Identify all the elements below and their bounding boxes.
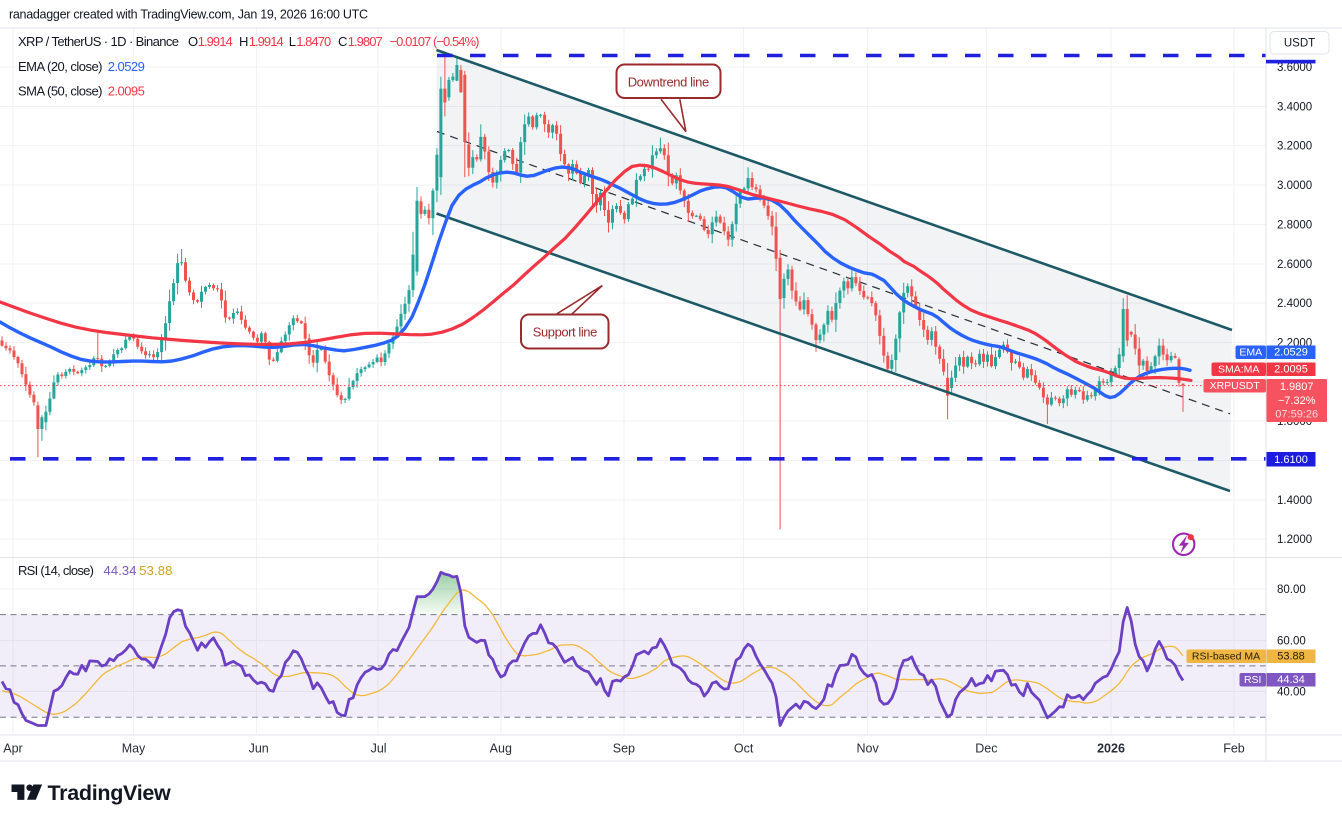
svg-text:EMA: EMA xyxy=(1239,347,1262,359)
svg-text:RSI (14, close): RSI (14, close) xyxy=(18,563,94,578)
svg-text:07:59:26: 07:59:26 xyxy=(1275,409,1318,421)
svg-text:60.00: 60.00 xyxy=(1277,635,1306,647)
svg-text:ranadagger created with Tradin: ranadagger created with TradingView.com,… xyxy=(9,8,368,22)
svg-text:2.0095: 2.0095 xyxy=(1274,364,1308,376)
svg-text:TradingView: TradingView xyxy=(48,781,172,805)
svg-text:Support line: Support line xyxy=(533,325,598,340)
svg-text:SMA:MA: SMA:MA xyxy=(1218,364,1259,376)
svg-text:2.0095: 2.0095 xyxy=(108,84,145,99)
svg-text:USDT: USDT xyxy=(1284,38,1315,50)
svg-text:1.9807: 1.9807 xyxy=(348,34,383,49)
svg-text:XRPUSDT: XRPUSDT xyxy=(1210,380,1261,392)
svg-text:44.34: 44.34 xyxy=(104,563,137,578)
svg-text:Dec: Dec xyxy=(975,742,997,756)
svg-text:2.8000: 2.8000 xyxy=(1277,219,1312,231)
svg-text:1.2000: 1.2000 xyxy=(1277,534,1312,546)
svg-text:3.4000: 3.4000 xyxy=(1277,101,1312,113)
svg-text:53.88: 53.88 xyxy=(1277,651,1305,663)
svg-text:−0.0107 (−0.54%): −0.0107 (−0.54%) xyxy=(390,34,480,49)
svg-text:SMA (50, close): SMA (50, close) xyxy=(18,84,103,99)
svg-text:3.0000: 3.0000 xyxy=(1277,180,1312,192)
svg-text:Jul: Jul xyxy=(371,742,387,756)
svg-text:2.4000: 2.4000 xyxy=(1277,298,1312,310)
svg-text:RSI: RSI xyxy=(1244,674,1262,686)
svg-text:Apr: Apr xyxy=(3,742,22,756)
svg-text:3.6000: 3.6000 xyxy=(1277,62,1312,74)
svg-text:Aug: Aug xyxy=(490,742,512,756)
svg-text:−7.32%: −7.32% xyxy=(1278,395,1316,407)
svg-text:May: May xyxy=(122,742,146,756)
svg-text:L: L xyxy=(289,34,296,49)
svg-text:Oct: Oct xyxy=(734,742,754,756)
svg-text:XRP / TetherUS · 1D · Binance: XRP / TetherUS · 1D · Binance xyxy=(18,34,179,49)
svg-text:53.88: 53.88 xyxy=(139,563,172,578)
svg-text:Nov: Nov xyxy=(856,742,879,756)
svg-text:1.8470: 1.8470 xyxy=(296,34,331,49)
svg-text:44.34: 44.34 xyxy=(1277,674,1305,686)
svg-text:3.2000: 3.2000 xyxy=(1277,141,1312,153)
svg-text:Jun: Jun xyxy=(249,742,269,756)
svg-text:EMA (20, close): EMA (20, close) xyxy=(18,59,103,74)
svg-text:2026: 2026 xyxy=(1097,742,1125,756)
svg-text:C: C xyxy=(338,34,347,49)
svg-text:H: H xyxy=(239,34,248,49)
svg-text:1.9914: 1.9914 xyxy=(249,34,284,49)
svg-text:2.6000: 2.6000 xyxy=(1277,259,1312,271)
svg-text:80.00: 80.00 xyxy=(1277,584,1306,596)
svg-text:Downtrend line: Downtrend line xyxy=(628,75,710,90)
svg-text:Feb: Feb xyxy=(1223,742,1245,756)
svg-text:1.6100: 1.6100 xyxy=(1274,454,1308,466)
svg-text:RSI-based MA: RSI-based MA xyxy=(1192,651,1260,663)
svg-text:2.0529: 2.0529 xyxy=(108,59,145,74)
svg-text:1.4000: 1.4000 xyxy=(1277,495,1312,507)
svg-text:O: O xyxy=(188,34,198,49)
svg-text:2.0529: 2.0529 xyxy=(1274,347,1308,359)
svg-text:1.9914: 1.9914 xyxy=(198,34,233,49)
svg-text:40.00: 40.00 xyxy=(1277,687,1306,699)
svg-text:1.9807: 1.9807 xyxy=(1280,381,1314,393)
svg-text:Sep: Sep xyxy=(613,742,635,756)
